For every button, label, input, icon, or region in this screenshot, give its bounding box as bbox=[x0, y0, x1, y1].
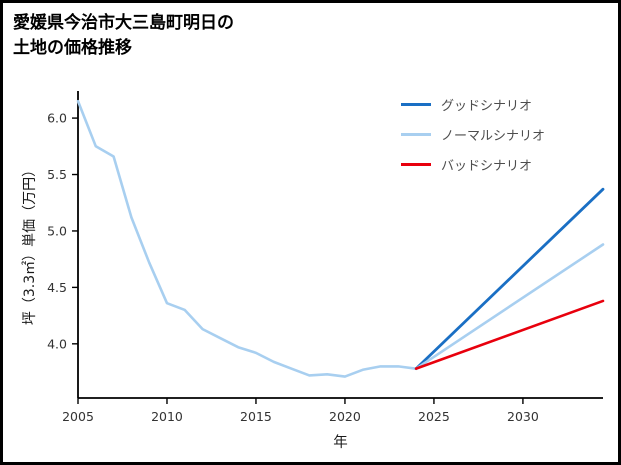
history-line bbox=[76, 99, 418, 378]
y-axis-label: 坪（3.3㎡）単価（万円） bbox=[22, 162, 38, 326]
x-tick-label: 2005 bbox=[62, 409, 94, 424]
legend-item-good: グッドシナリオ bbox=[401, 95, 545, 114]
x-tick-label: 2030 bbox=[507, 409, 539, 424]
x-tick-label: 2025 bbox=[418, 409, 450, 424]
normal-scenario-swatch bbox=[401, 133, 431, 136]
bad-scenario-line bbox=[414, 299, 605, 370]
y-tick-label: 4.0 bbox=[47, 336, 67, 351]
y-tick-label: 5.0 bbox=[47, 223, 67, 238]
y-tick-label: 4.5 bbox=[47, 280, 67, 295]
legend-item-bad: バッドシナリオ bbox=[401, 155, 545, 174]
good-scenario-swatch bbox=[401, 103, 431, 106]
page-title: 愛媛県今治市大三島町明日の 土地の価格推移 bbox=[13, 11, 234, 60]
normal-scenario-line bbox=[414, 243, 605, 370]
page-title-line1: 愛媛県今治市大三島町明日の bbox=[13, 13, 234, 33]
normal-scenario-label: ノーマルシナリオ bbox=[441, 129, 546, 144]
x-tick-label: 2020 bbox=[329, 409, 361, 424]
chart-legend: グッドシナリオ ノーマルシナリオ バッドシナリオ bbox=[401, 95, 545, 174]
page-title-line2: 土地の価格推移 bbox=[13, 37, 132, 58]
x-tick-label: 2010 bbox=[151, 409, 183, 424]
legend-item-normal: ノーマルシナリオ bbox=[401, 125, 545, 144]
bad-scenario-swatch bbox=[401, 163, 431, 166]
good-scenario-line bbox=[414, 187, 605, 371]
y-tick-label: 6.0 bbox=[47, 111, 67, 126]
x-tick-label: 2015 bbox=[240, 409, 272, 424]
y-tick-label: 5.5 bbox=[47, 167, 67, 182]
bad-scenario-label: バッドシナリオ bbox=[441, 159, 533, 174]
good-scenario-label: グッドシナリオ bbox=[441, 99, 533, 114]
price-trend-chart: 2005 2010 2015 2020 2025 2030 4.0 4.5 5.0 5.5 6.0 bbox=[47, 91, 605, 424]
